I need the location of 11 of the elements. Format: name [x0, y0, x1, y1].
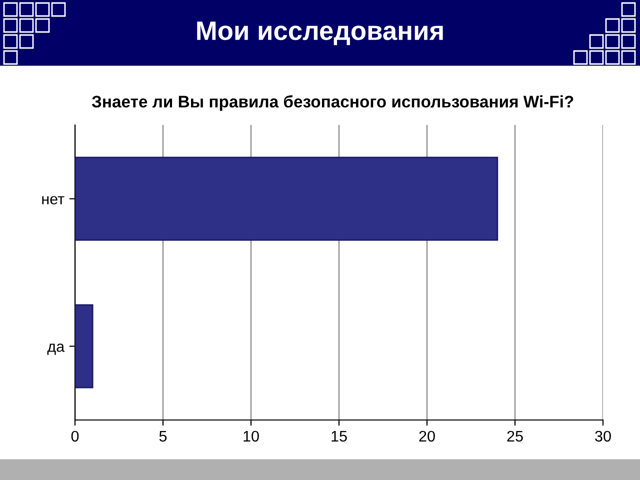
x-tick-label: 5: [159, 430, 167, 442]
y-tick-label: нет: [42, 196, 64, 204]
x-tick-label: 25: [507, 430, 523, 442]
chart-subtitle: Знаете ли Вы правила безопасного использования Wi-Fi?: [92, 95, 574, 111]
x-tick-label: 30: [595, 430, 611, 442]
x-tick-label: 10: [244, 430, 259, 442]
x-tick-label: 15: [332, 430, 347, 442]
chart-title: Мои исследования: [197, 22, 443, 46]
x-tick-label: 20: [419, 430, 435, 442]
x-tick-label: 0: [71, 430, 79, 442]
y-tick-label: да: [47, 344, 65, 355]
